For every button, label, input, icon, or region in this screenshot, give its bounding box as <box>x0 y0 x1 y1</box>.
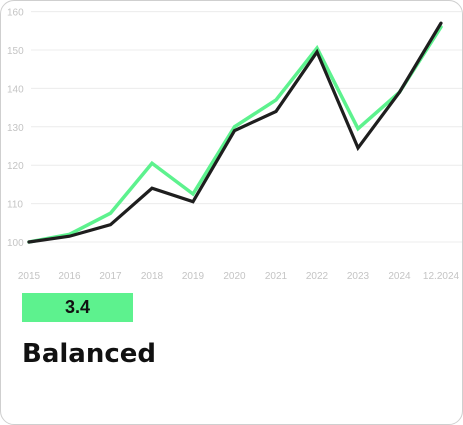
x-tick-label: 2017 <box>99 271 122 282</box>
y-tick-label: 140 <box>7 84 24 95</box>
x-tick-label: 2016 <box>58 271 81 282</box>
x-tick-label: 12.2024 <box>423 271 460 282</box>
y-tick-label: 100 <box>7 238 24 249</box>
y-tick-label: 110 <box>7 200 23 211</box>
score-badge: 3.4 <box>22 293 133 322</box>
portfolio-title: Balanced <box>22 339 156 369</box>
grid-lines <box>31 11 462 243</box>
x-tick-label: 2015 <box>18 271 41 282</box>
x-tick-label: 2020 <box>223 271 246 282</box>
series-line-green <box>27 25 443 244</box>
y-tick-label: 150 <box>7 46 24 57</box>
series-lines <box>27 21 443 244</box>
x-tick-label: 2019 <box>182 271 205 282</box>
x-axis-ticks: 2015 2016 2017 2018 2019 2020 2021 2022 2023 2024… <box>18 271 460 282</box>
x-tick-label: 2024 <box>388 271 411 282</box>
series-line-black <box>27 21 443 244</box>
y-tick-label: 160 <box>7 8 24 19</box>
y-tick-label: 130 <box>7 123 24 134</box>
y-axis-ticks: 100 110 120 130 140 150 160 <box>7 8 24 249</box>
x-tick-label: 2021 <box>265 271 288 282</box>
y-tick-label: 120 <box>7 161 24 172</box>
score-value: 3.4 <box>64 297 91 317</box>
x-tick-label: 2018 <box>141 271 164 282</box>
x-tick-label: 2023 <box>347 271 370 282</box>
x-tick-label: 2022 <box>306 271 329 282</box>
